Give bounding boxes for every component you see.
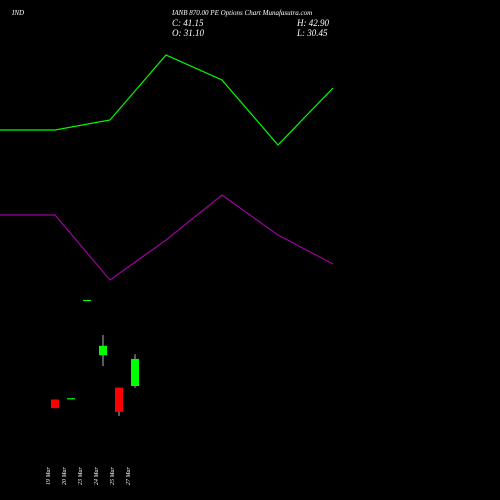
close-value: C: 41.15 <box>172 18 204 28</box>
x-tick-label: 25 Mar <box>110 467 116 485</box>
candle-body <box>51 399 59 409</box>
candle-body <box>67 398 75 400</box>
candle-body <box>131 358 139 386</box>
x-tick-label: 24 Mar <box>93 467 100 485</box>
open-value: O: 31.10 <box>172 28 204 38</box>
x-tick-label: 19 Mar <box>46 467 52 485</box>
candle-body <box>115 387 123 412</box>
ticker-symbol: IND <box>11 9 24 17</box>
candle-body <box>99 345 107 356</box>
x-tick-label: 23 Mar <box>78 467 84 485</box>
candle-body <box>83 299 91 302</box>
indicator-line-2 <box>0 194 334 281</box>
plot-area: 19 Mar 20 Mar 23 Mar 24 Mar 25 Mar 27 Mar <box>0 54 334 485</box>
indicator-line-1 <box>0 54 334 146</box>
x-tick-label: 27 Mar <box>126 467 132 485</box>
low-value: L: 30.45 <box>296 28 328 38</box>
chart-title: IANB 870.00 PE Options Chart Munafasutra… <box>171 9 312 17</box>
x-tick-label: 20 Mar <box>62 467 68 485</box>
high-value: H: 42.90 <box>296 18 329 28</box>
